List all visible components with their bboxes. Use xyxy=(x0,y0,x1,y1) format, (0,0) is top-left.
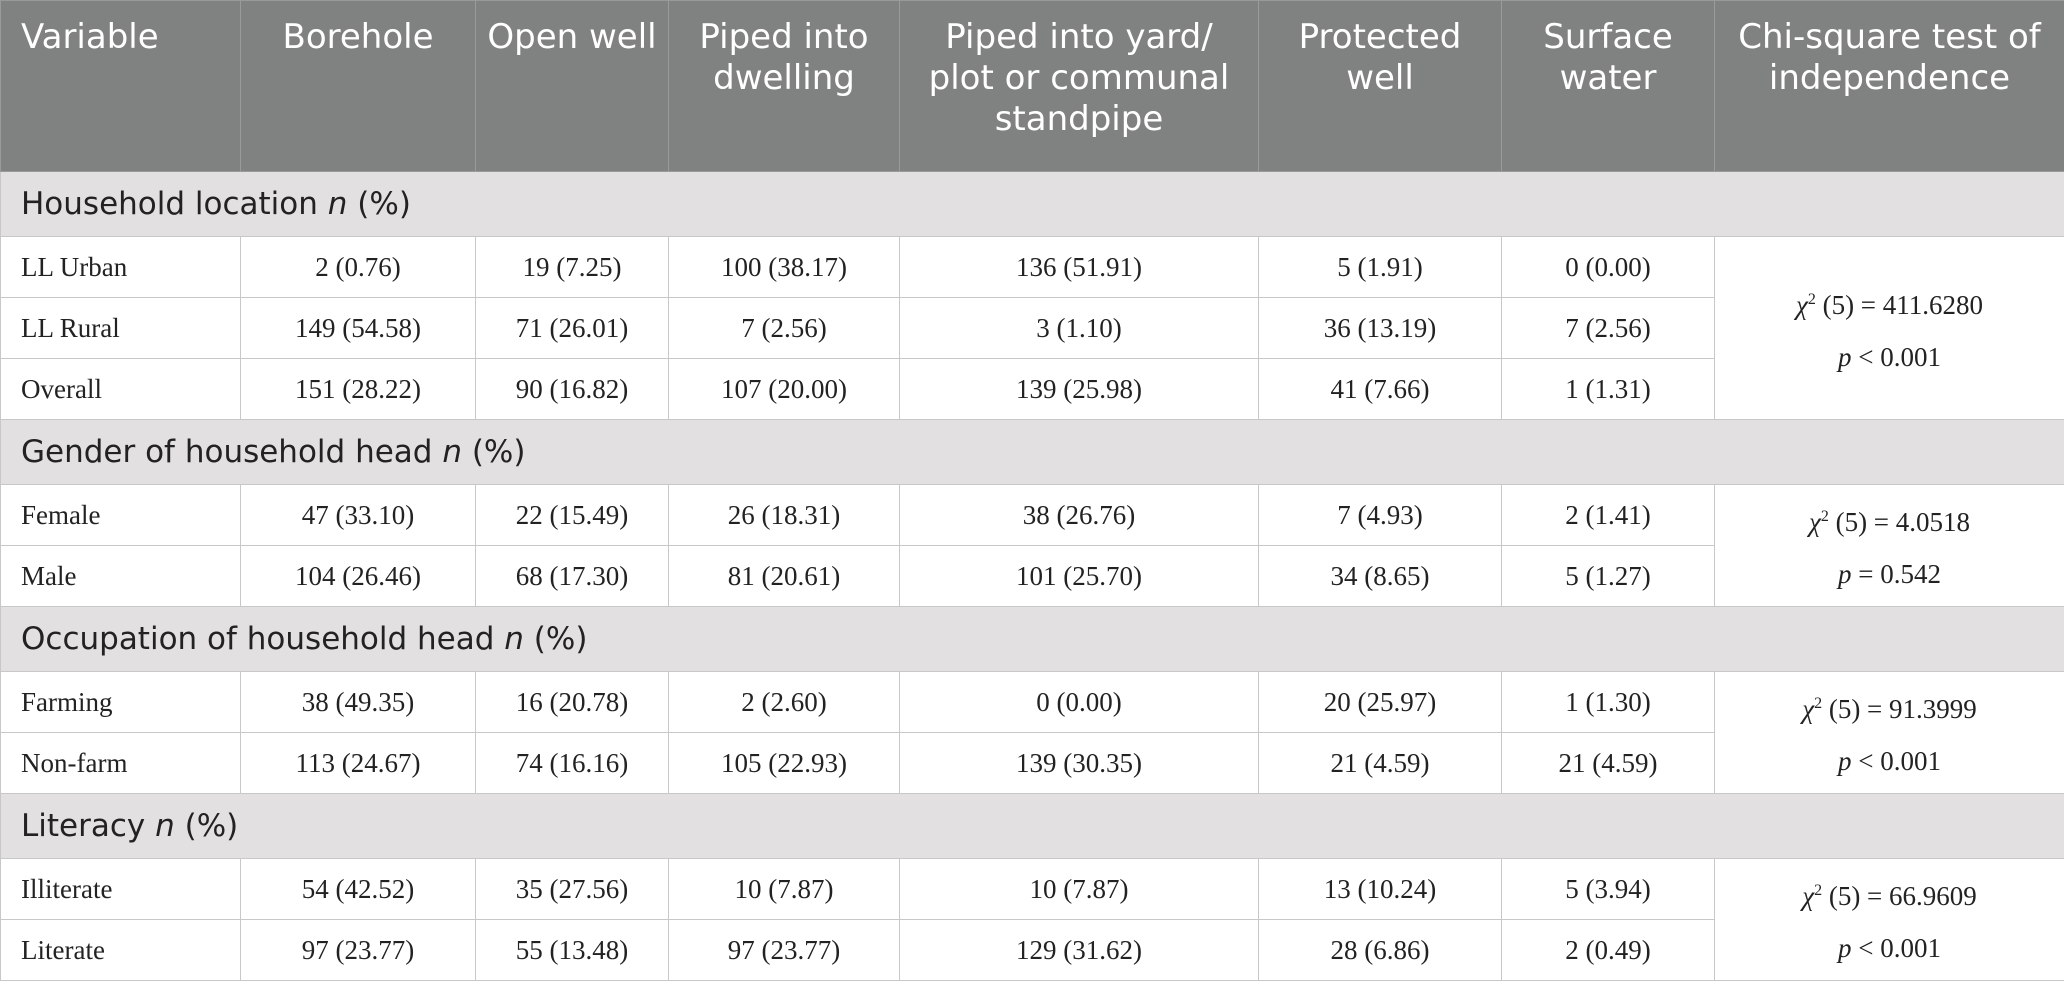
cell-borehole: 104 (26.46) xyxy=(240,545,476,607)
cell-protected-well: 13 (10.24) xyxy=(1258,858,1502,920)
row-label: Literate xyxy=(0,919,241,981)
cell-open-well: 74 (16.16) xyxy=(475,732,669,794)
section-title: Occupation of household head n (%) xyxy=(0,606,2064,672)
cell-piped-dwelling: 107 (20.00) xyxy=(668,358,900,420)
cell-piped-dwelling: 81 (20.61) xyxy=(668,545,900,607)
row-label: Farming xyxy=(0,671,241,733)
header-surface-water: Surface water xyxy=(1501,0,1715,172)
table-row: Illiterate 54 (42.52) 35 (27.56) 10 (7.8… xyxy=(0,858,2064,981)
row-label: Illiterate xyxy=(0,858,241,920)
chi-square-cell: χ2 (5) = 4.0518 p = 0.542 xyxy=(1714,484,2064,607)
cell-piped-yard: 0 (0.00) xyxy=(899,671,1259,733)
cell-surface-water: 5 (1.27) xyxy=(1501,545,1715,607)
cell-piped-dwelling: 105 (22.93) xyxy=(668,732,900,794)
header-open-well: Open well xyxy=(475,0,669,172)
cell-borehole: 149 (54.58) xyxy=(240,297,476,359)
cell-surface-water: 1 (1.30) xyxy=(1501,671,1715,733)
n-symbol: n xyxy=(442,434,462,470)
cell-open-well: 16 (20.78) xyxy=(475,671,669,733)
header-variable: Variable xyxy=(0,0,241,172)
cell-piped-yard: 38 (26.76) xyxy=(899,484,1259,546)
cell-open-well: 35 (27.56) xyxy=(475,858,669,920)
chi-square-cell: χ2 (5) = 66.9609 p < 0.001 xyxy=(1714,858,2064,981)
cell-piped-yard: 139 (25.98) xyxy=(899,358,1259,420)
table-row: Overall 151 (28.22) 90 (16.82) 107 (20.0… xyxy=(0,358,2064,420)
table-row: Non-farm 113 (24.67) 74 (16.16) 105 (22.… xyxy=(0,732,2064,794)
header-piped-into-yard: Piped into yard/ plot or communal standp… xyxy=(899,0,1259,172)
cell-protected-well: 36 (13.19) xyxy=(1258,297,1502,359)
cell-piped-dwelling: 100 (38.17) xyxy=(668,236,900,298)
cell-surface-water: 7 (2.56) xyxy=(1501,297,1715,359)
row-label: LL Rural xyxy=(0,297,241,359)
n-symbol: n xyxy=(504,621,524,657)
cell-borehole: 113 (24.67) xyxy=(240,732,476,794)
chi-square-cell: χ2 (5) = 411.6280 p < 0.001 xyxy=(1714,236,2064,420)
cell-piped-dwelling: 2 (2.60) xyxy=(668,671,900,733)
table-row: Male 104 (26.46) 68 (17.30) 81 (20.61) 1… xyxy=(0,545,2064,607)
cell-open-well: 71 (26.01) xyxy=(475,297,669,359)
cell-piped-yard: 10 (7.87) xyxy=(899,858,1259,920)
cell-piped-yard: 129 (31.62) xyxy=(899,919,1259,981)
cell-piped-dwelling: 26 (18.31) xyxy=(668,484,900,546)
row-label: Non-farm xyxy=(0,732,241,794)
cell-borehole: 2 (0.76) xyxy=(240,236,476,298)
n-symbol: n xyxy=(327,186,348,222)
section-title: Literacy n (%) xyxy=(0,793,2064,859)
cell-piped-dwelling: 10 (7.87) xyxy=(668,858,900,920)
header-row: Variable Borehole Open well Piped into d… xyxy=(0,0,2064,172)
cell-surface-water: 5 (3.94) xyxy=(1501,858,1715,920)
section-title: Gender of household head n (%) xyxy=(0,419,2064,485)
cell-piped-yard: 101 (25.70) xyxy=(899,545,1259,607)
section-header-row: Occupation of household head n (%) xyxy=(0,606,2064,672)
row-label: LL Urban xyxy=(0,236,241,298)
table-row: Literate 97 (23.77) 55 (13.48) 97 (23.77… xyxy=(0,919,2064,981)
cell-borehole: 47 (33.10) xyxy=(240,484,476,546)
cell-borehole: 38 (49.35) xyxy=(240,671,476,733)
cell-surface-water: 1 (1.31) xyxy=(1501,358,1715,420)
section-header-row: Literacy n (%) xyxy=(0,793,2064,859)
cell-protected-well: 21 (4.59) xyxy=(1258,732,1502,794)
cell-piped-yard: 136 (51.91) xyxy=(899,236,1259,298)
cell-open-well: 55 (13.48) xyxy=(475,919,669,981)
cell-surface-water: 2 (0.49) xyxy=(1501,919,1715,981)
section-header-row: Household location n (%) xyxy=(0,171,2064,237)
cell-open-well: 90 (16.82) xyxy=(475,358,669,420)
cell-open-well: 22 (15.49) xyxy=(475,484,669,546)
cell-borehole: 54 (42.52) xyxy=(240,858,476,920)
cell-protected-well: 34 (8.65) xyxy=(1258,545,1502,607)
header-borehole: Borehole xyxy=(240,0,476,172)
header-piped-into-dwelling: Piped into dwelling xyxy=(668,0,900,172)
cell-piped-dwelling: 97 (23.77) xyxy=(668,919,900,981)
section-header-row: Gender of household head n (%) xyxy=(0,419,2064,485)
cell-piped-dwelling: 7 (2.56) xyxy=(668,297,900,359)
row-label: Male xyxy=(0,545,241,607)
table-row: LL Urban 2 (0.76) 19 (7.25) 100 (38.17) … xyxy=(0,236,2064,420)
cell-surface-water: 0 (0.00) xyxy=(1501,236,1715,298)
cell-protected-well: 28 (6.86) xyxy=(1258,919,1502,981)
cell-surface-water: 21 (4.59) xyxy=(1501,732,1715,794)
header-protected-well: Protected well xyxy=(1258,0,1502,172)
row-label: Overall xyxy=(0,358,241,420)
cell-borehole: 97 (23.77) xyxy=(240,919,476,981)
cell-piped-yard: 139 (30.35) xyxy=(899,732,1259,794)
cell-surface-water: 2 (1.41) xyxy=(1501,484,1715,546)
section-title: Household location n (%) xyxy=(0,171,2064,237)
cell-protected-well: 41 (7.66) xyxy=(1258,358,1502,420)
cell-protected-well: 5 (1.91) xyxy=(1258,236,1502,298)
table-row: Farming 38 (49.35) 16 (20.78) 2 (2.60) 0… xyxy=(0,671,2064,794)
row-label: Female xyxy=(0,484,241,546)
cell-protected-well: 7 (4.93) xyxy=(1258,484,1502,546)
n-symbol: n xyxy=(155,808,175,844)
cell-protected-well: 20 (25.97) xyxy=(1258,671,1502,733)
cell-piped-yard: 3 (1.10) xyxy=(899,297,1259,359)
cell-open-well: 19 (7.25) xyxy=(475,236,669,298)
cell-open-well: 68 (17.30) xyxy=(475,545,669,607)
header-chi-square: Chi-square test of independence xyxy=(1714,0,2064,172)
table-row: Female 47 (33.10) 22 (15.49) 26 (18.31) … xyxy=(0,484,2064,607)
chi-square-cell: χ2 (5) = 91.3999 p < 0.001 xyxy=(1714,671,2064,794)
cell-borehole: 151 (28.22) xyxy=(240,358,476,420)
